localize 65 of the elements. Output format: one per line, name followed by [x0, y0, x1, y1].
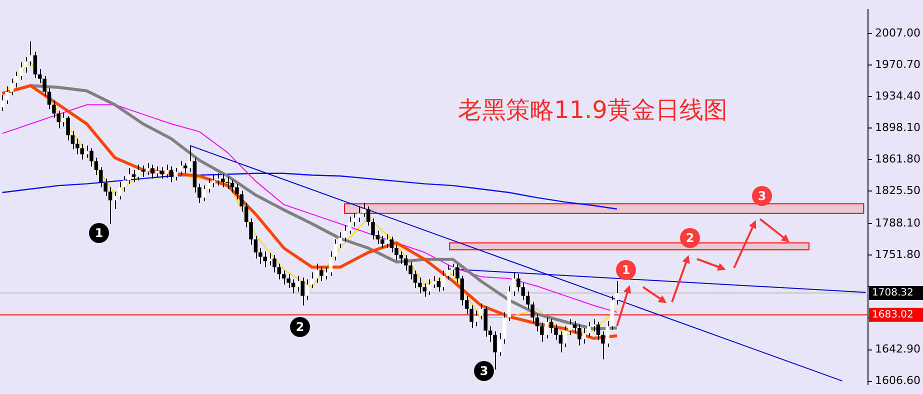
candlestick: [371, 218, 375, 240]
y-tick-label: 1788.10: [875, 216, 920, 230]
annotation: 3: [752, 186, 772, 206]
candlestick: [249, 218, 253, 246]
candlestick: [596, 321, 600, 341]
candlestick: [521, 282, 526, 301]
candlestick: [216, 172, 220, 186]
candlestick: [132, 169, 136, 183]
y-tick-label: 1642.90: [875, 342, 920, 356]
candlestick: [0, 94, 4, 112]
candlestick: [558, 330, 563, 353]
candlestick: [90, 148, 94, 167]
candlestick: [141, 165, 145, 178]
y-tick-label: 1606.60: [875, 374, 920, 388]
text: 老黑策略11.9黄金日线图: [458, 95, 728, 126]
candlestick: [615, 280, 619, 306]
candlestick: [399, 251, 404, 264]
candlestick: [305, 278, 310, 301]
candlestick: [578, 324, 582, 346]
candlestick: [272, 254, 276, 273]
candlestick: [277, 263, 282, 280]
ref-line-label: 1683.02: [872, 310, 914, 321]
candlestick: [80, 143, 84, 160]
candlestick: [456, 264, 460, 284]
annotation: 1: [89, 223, 109, 243]
candlestick: [19, 62, 23, 80]
candlestick: [436, 277, 441, 292]
annotation: 2: [290, 317, 310, 337]
y-tick-label: 1861.80: [875, 152, 920, 166]
y-tick-label: 1825.50: [875, 184, 920, 198]
candlestick: [540, 322, 544, 342]
candlestick: [366, 206, 370, 226]
candlestick: [338, 232, 342, 249]
candlestick: [150, 164, 154, 180]
candlestick: [56, 110, 61, 129]
y-tick-label: 1934.40: [875, 89, 920, 102]
candlestick: [5, 86, 9, 104]
candlestick: [52, 100, 56, 118]
candlestick: [460, 275, 464, 306]
annotation: 2: [680, 228, 700, 248]
candlestick: [516, 274, 520, 292]
candlestick: [320, 266, 324, 282]
candlestick: [263, 251, 267, 268]
candlestick: [230, 180, 234, 193]
annotation: 3: [474, 361, 494, 381]
y-tick-label: 1970.70: [875, 58, 920, 71]
candlestick: [310, 272, 314, 289]
candlestick: [66, 116, 70, 141]
candlestick: [549, 318, 554, 334]
ref-line-label: 1708.32: [872, 288, 914, 299]
candlestick: [94, 157, 98, 176]
candlestick: [446, 264, 450, 280]
y-tick-label: 2007.00: [875, 26, 920, 40]
candlestick: [33, 51, 38, 78]
y-tick-label: 1751.80: [875, 248, 920, 262]
candlestick: [554, 324, 558, 341]
candlestick: [183, 162, 188, 174]
candlestick: [169, 166, 174, 183]
annotation: 1: [616, 260, 636, 280]
candlestick: [118, 182, 122, 200]
candlestick: [300, 277, 305, 306]
y-tick-label: 1898.10: [875, 120, 920, 134]
candlestick: [601, 330, 605, 360]
candlestick: [235, 183, 239, 200]
candlestick: [178, 160, 183, 176]
